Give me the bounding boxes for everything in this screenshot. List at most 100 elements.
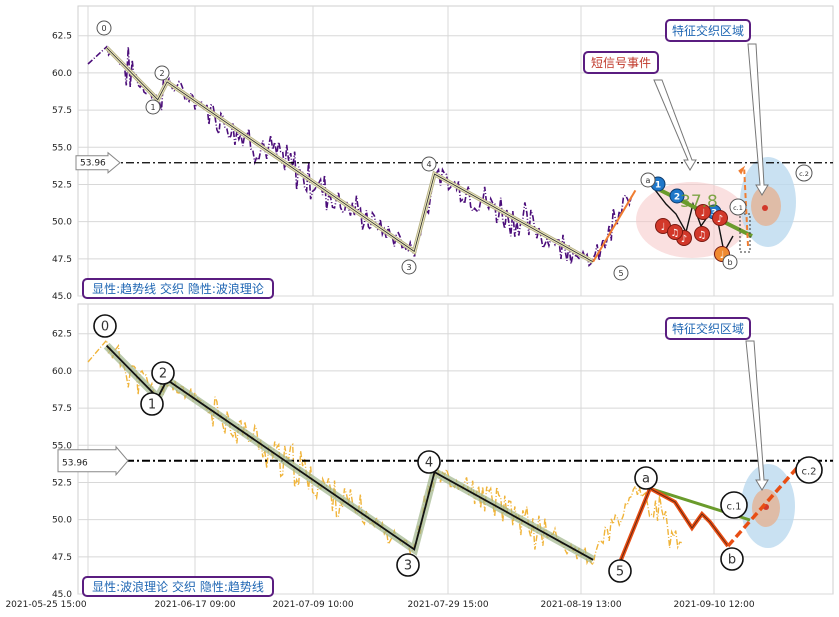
bottom-wave-label-ring bbox=[720, 491, 748, 519]
top-signal-callout-arrow bbox=[653, 79, 697, 171]
top-wave-label: c.2 bbox=[799, 170, 809, 178]
top-wave-label: a bbox=[646, 176, 651, 185]
top-wave-label: 1 bbox=[150, 103, 155, 112]
top-event-mark bbox=[712, 210, 728, 226]
bottom-caption: 显性:波浪理论 交织 隐性:趋势线 bbox=[92, 579, 264, 594]
top-wave-label-ring bbox=[145, 99, 161, 115]
top-event-mark-label: ♪ bbox=[717, 214, 723, 225]
top-feature-zone-label-box bbox=[665, 19, 751, 42]
bottom-plot-area bbox=[77, 303, 834, 595]
bottom-wave-label-ring bbox=[608, 559, 632, 583]
y-tick-label: 57.5 bbox=[52, 404, 72, 414]
bottom-zone-callout-arrow bbox=[745, 340, 769, 491]
y-tick-label: 57.5 bbox=[52, 106, 72, 116]
top-wave-label-ring bbox=[96, 20, 112, 36]
y-tick-label: 50.0 bbox=[52, 516, 72, 526]
y-tick-label: 47.5 bbox=[52, 553, 72, 563]
top-reference-badge bbox=[75, 151, 121, 174]
top-signal-dot bbox=[669, 188, 685, 204]
top-short-signal-label: 短信号事件 bbox=[591, 56, 651, 70]
top-wave-label: c.1 bbox=[733, 204, 743, 212]
bottom-wave-label: 5 bbox=[616, 565, 624, 580]
top-wave-label: 3 bbox=[406, 263, 411, 272]
y-tick-label: 52.5 bbox=[52, 478, 72, 488]
x-tick-label: 2021-07-29 15:00 bbox=[407, 600, 488, 610]
top-event-mark-label: ♫ bbox=[671, 228, 680, 239]
top-wave-label: 0 bbox=[101, 24, 106, 33]
bottom-reference-badge bbox=[57, 445, 129, 477]
top-wave-label-ring bbox=[640, 172, 656, 188]
bottom-wave-label-ring bbox=[634, 466, 658, 490]
top-zone-callout-arrow bbox=[747, 43, 769, 196]
bottom-wave-label: 0 bbox=[101, 320, 109, 335]
top-event-mark-label: ♫ bbox=[698, 230, 707, 241]
top-wave-label: 2 bbox=[159, 69, 164, 78]
bottom-wave-label-ring bbox=[396, 553, 420, 577]
bottom-wave-label: 3 bbox=[404, 559, 412, 574]
bottom-feature-zone-label-box bbox=[665, 317, 751, 340]
bottom-wave-label: c.1 bbox=[726, 502, 741, 513]
bottom-wave-label: a bbox=[642, 472, 650, 487]
top-wave-label-ring bbox=[795, 164, 813, 182]
bottom-wave-label: c.2 bbox=[801, 467, 816, 478]
top-caption-box bbox=[82, 278, 274, 299]
top-signal-dot-label: 1 bbox=[655, 181, 661, 191]
y-tick-label: 47.5 bbox=[52, 255, 72, 265]
x-tick-label: 2021-06-17 09:00 bbox=[154, 600, 235, 610]
bottom-wave-label-ring bbox=[720, 547, 744, 571]
x-tick-label: 2021-05-25 15:00 bbox=[5, 600, 86, 610]
top-reference-label: 53.96 bbox=[80, 159, 106, 169]
bottom-wave-label-ring bbox=[93, 314, 117, 338]
top-event-mark bbox=[694, 226, 710, 242]
bottom-c-extension bbox=[726, 458, 806, 548]
bottom-wave-label-ring bbox=[151, 361, 175, 385]
top-caption: 显性:趋势线 交织 隐性:波浪理论 bbox=[92, 281, 264, 296]
bottom-wave-label-ring bbox=[140, 392, 164, 416]
top-signal-dot-label: 2 bbox=[674, 193, 680, 203]
y-tick-label: 62.5 bbox=[52, 32, 72, 42]
x-tick-label: 2021-08-19 13:00 bbox=[540, 600, 621, 610]
bottom-wave-line bbox=[105, 345, 594, 561]
bottom-wave-label: 4 bbox=[425, 456, 433, 471]
bottom-wave-label-ring bbox=[417, 450, 441, 474]
bottom-wave-label: b bbox=[728, 553, 736, 568]
top-feature-dot bbox=[762, 205, 768, 211]
bottom-caption-box bbox=[82, 576, 274, 597]
top-wave-label: 4 bbox=[426, 160, 431, 169]
bottom-reference-label: 53.96 bbox=[62, 459, 88, 469]
bottom-wave-label: 1 bbox=[148, 398, 156, 413]
top-event-mark-label: ♩ bbox=[661, 222, 666, 233]
bottom-feature-zone-label: 特征交织区域 bbox=[672, 321, 744, 336]
top-event-mark-label: ♪ bbox=[681, 234, 687, 245]
bottom-wave-label-ring bbox=[795, 456, 823, 484]
top-trend-line bbox=[106, 47, 594, 263]
y-tick-label: 52.5 bbox=[52, 180, 72, 190]
top-short-signal-label-box bbox=[583, 51, 659, 74]
top-wave-label-ring bbox=[729, 198, 747, 216]
y-tick-label: 62.5 bbox=[52, 330, 72, 340]
y-tick-label: 60.0 bbox=[52, 69, 72, 79]
top-wave-label-ring bbox=[421, 156, 437, 172]
x-tick-label: 2021-09-10 12:00 bbox=[673, 600, 754, 610]
y-tick-label: 50.0 bbox=[52, 218, 72, 228]
top-event-mark-label: ♩ bbox=[701, 208, 706, 219]
top-wave-c-extension bbox=[743, 169, 749, 247]
top-c-arrowhead bbox=[738, 165, 746, 175]
bottom-wave-label: 2 bbox=[159, 367, 167, 382]
top-wave-5-a bbox=[592, 189, 637, 263]
top-event-mark bbox=[667, 224, 683, 240]
y-tick-label: 60.0 bbox=[52, 367, 72, 377]
y-tick-label: 55.0 bbox=[52, 441, 72, 451]
top-wave-label: 5 bbox=[618, 269, 623, 278]
top-c1-box bbox=[739, 213, 751, 253]
top-event-mark-label: ♩ bbox=[720, 250, 725, 261]
top-wave-label-ring bbox=[613, 265, 629, 281]
top-wave-label-ring bbox=[154, 65, 170, 81]
top-event-mark bbox=[695, 204, 711, 220]
top-wave-label-ring bbox=[401, 259, 417, 275]
y-tick-label: 55.0 bbox=[52, 143, 72, 153]
y-tick-label: 45.0 bbox=[52, 292, 72, 302]
top-feature-zone-label: 特征交织区域 bbox=[672, 23, 744, 38]
top-wave-label-ring bbox=[722, 254, 738, 270]
